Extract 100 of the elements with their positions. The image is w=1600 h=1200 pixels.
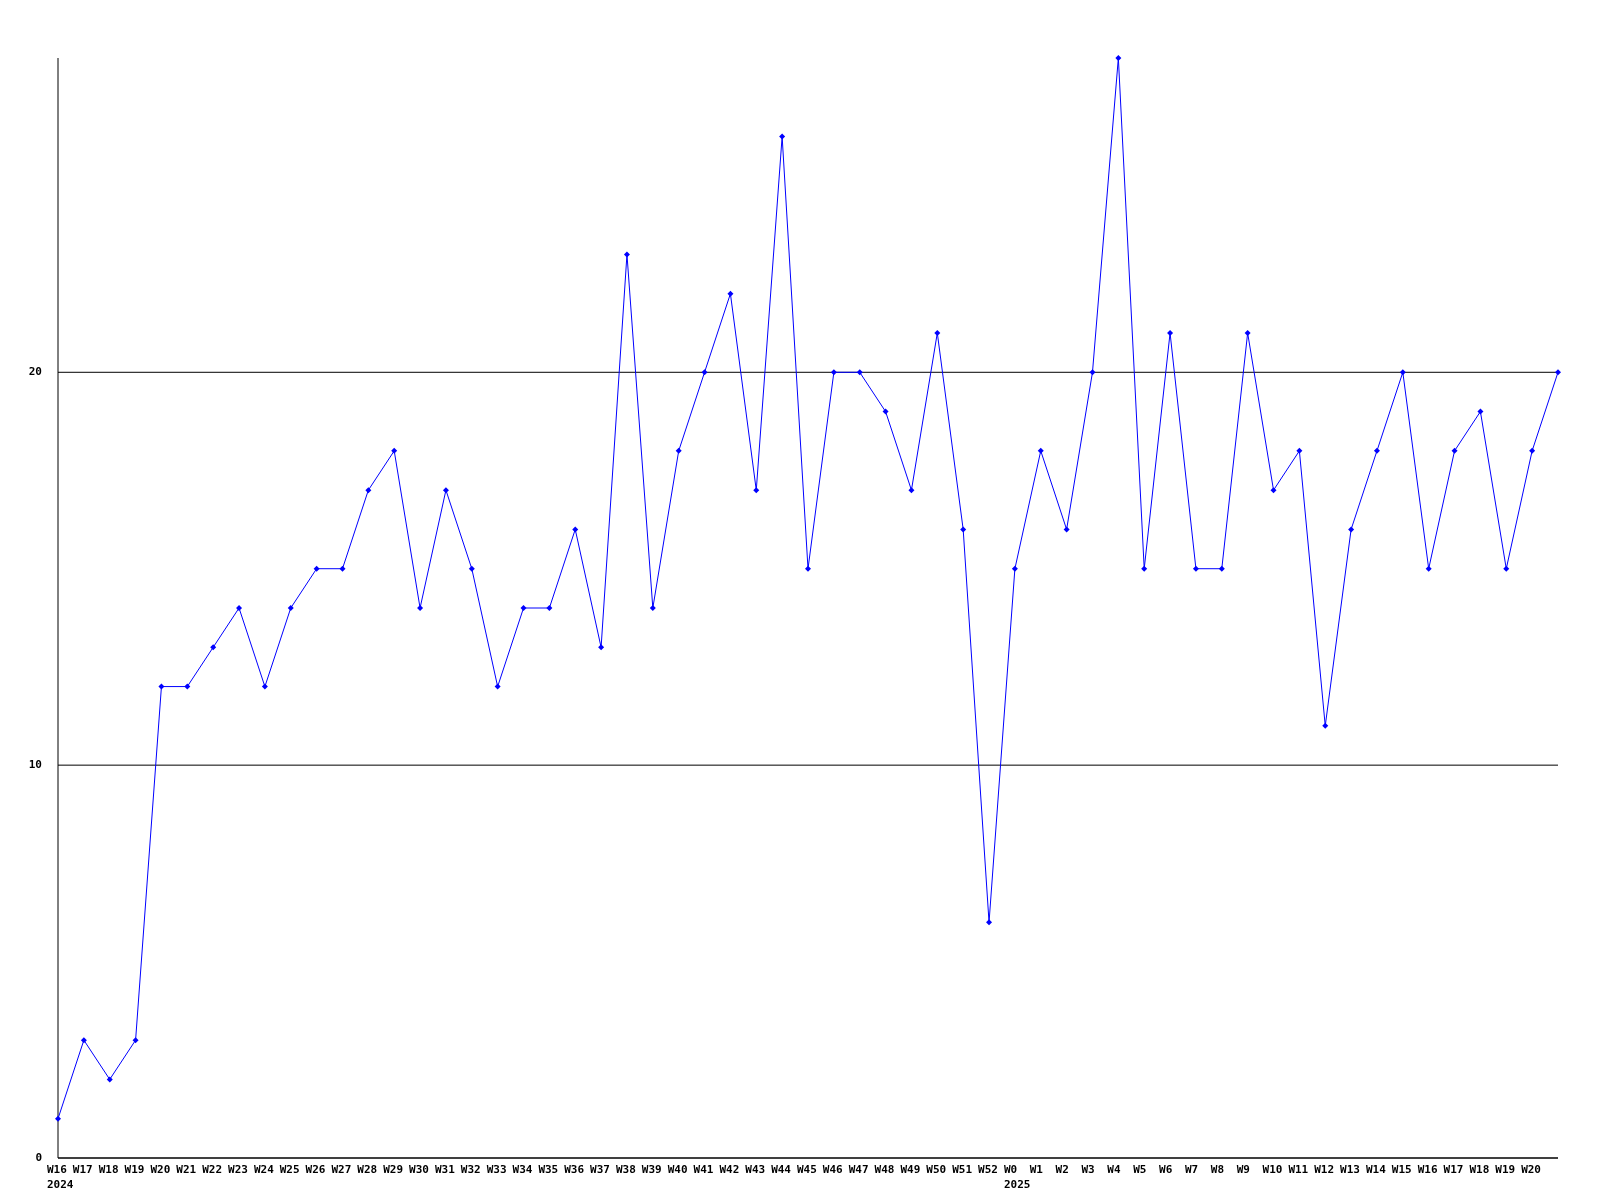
point bbox=[1296, 447, 1303, 454]
point bbox=[598, 644, 605, 651]
x-tick-label: W22 bbox=[202, 1163, 223, 1176]
point bbox=[701, 369, 708, 376]
x-tick-label: W21 bbox=[176, 1163, 197, 1176]
x-tick-label: W33 bbox=[486, 1163, 507, 1176]
x-tick-label: W32 bbox=[460, 1163, 481, 1176]
point bbox=[287, 605, 294, 611]
x-tick-label: W41 bbox=[693, 1163, 714, 1176]
point bbox=[339, 565, 346, 572]
x-tick-label: W9 bbox=[1236, 1163, 1250, 1176]
point bbox=[1167, 330, 1174, 336]
x-tick-label: W30 bbox=[409, 1163, 429, 1176]
x-tick-label: W23 bbox=[228, 1163, 248, 1176]
x-tick-label: W10 bbox=[1262, 1163, 1283, 1176]
x-tick-label: W19 bbox=[124, 1163, 145, 1176]
point bbox=[856, 369, 863, 376]
x-tick-label: W11 bbox=[1288, 1163, 1309, 1176]
point bbox=[753, 487, 760, 494]
point bbox=[1192, 565, 1199, 572]
point bbox=[158, 683, 165, 690]
x-tick-label: W4 bbox=[1107, 1163, 1121, 1176]
point bbox=[727, 290, 734, 297]
x-tick-label: W17 bbox=[72, 1163, 93, 1176]
point bbox=[210, 644, 217, 651]
x-tick-label: W16 bbox=[1417, 1163, 1438, 1176]
x-tick-label: W47 bbox=[848, 1163, 869, 1176]
point bbox=[1529, 447, 1536, 454]
point bbox=[986, 919, 993, 926]
x-tick-label: W16 2024 bbox=[47, 1163, 74, 1191]
x-tick-label: W19 bbox=[1495, 1163, 1516, 1176]
point bbox=[1141, 565, 1148, 572]
point bbox=[313, 565, 320, 572]
point bbox=[1270, 487, 1277, 494]
point bbox=[1425, 565, 1432, 572]
point bbox=[132, 1037, 139, 1044]
point bbox=[1063, 526, 1070, 533]
point bbox=[55, 1115, 61, 1122]
point bbox=[236, 605, 243, 611]
point bbox=[1503, 565, 1510, 572]
point bbox=[468, 565, 475, 572]
point bbox=[1011, 565, 1018, 572]
point bbox=[572, 526, 579, 533]
point bbox=[1115, 55, 1122, 61]
x-tick-label: W8 bbox=[1210, 1163, 1225, 1176]
x-tick-label: W28 bbox=[357, 1163, 378, 1176]
point bbox=[1373, 447, 1380, 454]
x-tick-label: W1 bbox=[1029, 1163, 1044, 1176]
point bbox=[1244, 330, 1251, 336]
x-tick-label: W31 bbox=[434, 1163, 456, 1176]
x-tick-label: W20 bbox=[150, 1163, 171, 1176]
point bbox=[494, 683, 501, 690]
x-tick-label: W44 bbox=[771, 1163, 792, 1176]
x-tick-label: W35 bbox=[538, 1163, 559, 1176]
x-tick-label: W46 bbox=[822, 1163, 844, 1176]
point bbox=[417, 605, 424, 611]
x-tick-label: W18 bbox=[1469, 1163, 1490, 1176]
x-tick-label: W39 bbox=[641, 1163, 662, 1176]
point bbox=[960, 526, 967, 533]
y-tick-label: 20 bbox=[28, 365, 42, 379]
point bbox=[365, 487, 372, 494]
point bbox=[520, 605, 527, 611]
x-tick-label: W27 bbox=[331, 1163, 352, 1176]
x-tick-label: W50 bbox=[926, 1163, 947, 1176]
x-tick-label: W48 bbox=[874, 1163, 895, 1176]
x-tick-label: W51 bbox=[952, 1163, 973, 1176]
x-tick-label: W26 bbox=[305, 1163, 326, 1176]
x-tick-label: W2 bbox=[1055, 1163, 1069, 1176]
x-tick-label: W45 bbox=[797, 1163, 817, 1176]
x-tick-label: W15 bbox=[1391, 1163, 1412, 1176]
x-tick-label: W17 bbox=[1443, 1163, 1464, 1176]
point bbox=[779, 133, 786, 140]
point bbox=[649, 605, 656, 611]
x-tick-label: W14 bbox=[1365, 1163, 1387, 1176]
y-tick-label: 0 bbox=[35, 1151, 42, 1164]
x-tick-label: W7 bbox=[1184, 1163, 1199, 1176]
point bbox=[1322, 722, 1329, 729]
x-tick-label: W42 bbox=[719, 1163, 740, 1176]
point bbox=[1555, 369, 1561, 376]
x-tick-label: W6 bbox=[1159, 1163, 1173, 1176]
point bbox=[1399, 369, 1406, 376]
point bbox=[442, 487, 449, 494]
point bbox=[106, 1076, 113, 1083]
point bbox=[623, 251, 630, 258]
x-tick-label: W12 bbox=[1314, 1163, 1335, 1176]
point bbox=[908, 487, 915, 494]
point bbox=[1037, 447, 1044, 454]
point bbox=[882, 408, 889, 415]
point bbox=[391, 447, 398, 454]
point bbox=[546, 605, 553, 611]
x-tick-label: W49 bbox=[900, 1163, 921, 1176]
x-tick-label: W24 bbox=[253, 1163, 275, 1176]
x-tick-label: W5 bbox=[1133, 1163, 1147, 1176]
x-tick-label: W29 bbox=[383, 1163, 404, 1176]
point bbox=[261, 683, 268, 690]
y-tick-label: 10 bbox=[28, 758, 42, 772]
x-tick-label: W3 bbox=[1081, 1163, 1095, 1176]
x-tick-label: W43 bbox=[745, 1163, 766, 1176]
point bbox=[934, 330, 941, 336]
x-tick-label: W25 bbox=[279, 1163, 300, 1176]
